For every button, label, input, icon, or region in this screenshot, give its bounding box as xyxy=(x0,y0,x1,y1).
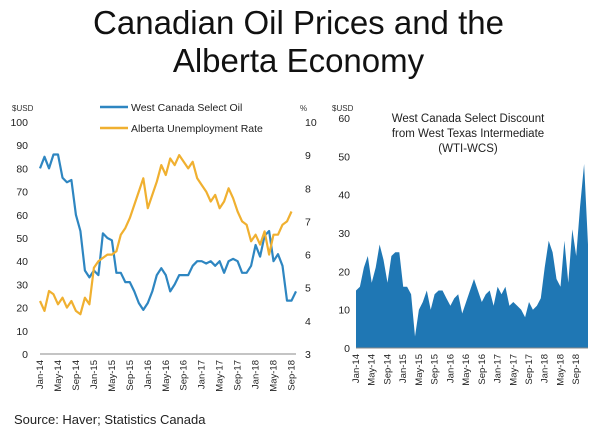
left-axis-unit: $USD xyxy=(12,104,34,113)
left-y-tick-label: 90 xyxy=(16,140,28,152)
right-chart-unit: $USD xyxy=(332,104,354,113)
discount-x-tick-label: Sep-17 xyxy=(524,354,535,385)
left-x-tick-label: Jan-17 xyxy=(197,360,208,389)
source-note: Source: Haver; Statistics Canada xyxy=(14,412,206,427)
discount-y-tick-label: 50 xyxy=(338,151,350,163)
unemployment-rate-line xyxy=(38,154,293,316)
left-y-tick-label: 60 xyxy=(16,210,28,222)
left-x-tick-label: Jan-14 xyxy=(35,360,46,389)
left-y-tick-label: 30 xyxy=(16,279,28,291)
discount-y-tick-label: 0 xyxy=(344,343,350,355)
right-y-tick-label: 5 xyxy=(305,283,311,295)
discount-x-tick-label: Jan-15 xyxy=(398,354,409,383)
left-x-tick-label: May-14 xyxy=(53,360,64,392)
discount-x-tick-label: Sep-15 xyxy=(430,354,441,385)
right-y-tick-label: 4 xyxy=(305,316,311,328)
right-axis-unit: % xyxy=(300,104,307,113)
left-y-tick-label: 50 xyxy=(16,233,28,245)
left-x-tick-label: Jan-15 xyxy=(89,360,100,389)
right-chart-title-line-2: from West Texas Intermediate xyxy=(392,128,544,140)
left-y-tick-label: 20 xyxy=(16,303,28,315)
left-y-tick-label: 80 xyxy=(16,163,28,175)
right-y-tick-label: 10 xyxy=(305,117,317,129)
left-y-tick-label: 40 xyxy=(16,256,28,268)
discount-y-tick-label: 10 xyxy=(338,305,350,317)
discount-x-tick-label: May-15 xyxy=(414,354,425,386)
discount-x-tick-label: Jan-18 xyxy=(540,354,551,383)
discount-x-tick-label: Jan-17 xyxy=(493,354,504,383)
discount-x-tick-label: May-14 xyxy=(367,354,378,386)
right-y-tick-label: 7 xyxy=(305,216,311,228)
left-x-tick-label: May-16 xyxy=(161,360,172,392)
discount-x-tick-label: May-16 xyxy=(461,354,472,386)
left-x-tick-label: May-18 xyxy=(269,360,280,392)
discount-x-tick-label: Sep-16 xyxy=(477,354,488,385)
left-y-tick-label: 100 xyxy=(10,117,28,129)
wti-wcs-discount-area xyxy=(356,164,588,348)
legend-label-wcs: West Canada Select Oil xyxy=(131,102,242,114)
left-x-tick-label: Jan-18 xyxy=(251,360,262,389)
discount-y-tick-label: 30 xyxy=(338,228,350,240)
right-y-tick-label: 8 xyxy=(305,183,311,195)
left-y-tick-label: 10 xyxy=(16,326,28,338)
discount-x-tick-label: Sep-14 xyxy=(382,354,393,385)
left-x-tick-label: Sep-16 xyxy=(179,360,190,391)
discount-x-tick-label: May-18 xyxy=(555,354,566,386)
discount-x-tick-label: Jan-16 xyxy=(445,354,456,383)
right-chart-title-line-3: (WTI-WCS) xyxy=(438,143,498,155)
right-y-tick-label: 9 xyxy=(305,150,311,162)
left-x-tick-label: Sep-18 xyxy=(287,360,298,391)
discount-y-tick-label: 20 xyxy=(338,266,350,278)
discount-x-tick-label: May-17 xyxy=(508,354,519,386)
left-x-tick-label: May-15 xyxy=(107,360,118,392)
page-title-line-2: Alberta Economy xyxy=(172,42,425,79)
right-y-tick-label: 6 xyxy=(305,250,311,262)
page-title-line-1: Canadian Oil Prices and the xyxy=(93,4,504,41)
right-chart-title-line-1: West Canada Select Discount xyxy=(392,113,545,125)
discount-x-tick-label: Jan-14 xyxy=(351,354,362,383)
wcs-oil-price-line xyxy=(38,153,297,311)
left-x-tick-label: Sep-15 xyxy=(125,360,136,391)
right-y-tick-label: 3 xyxy=(305,349,311,361)
discount-y-tick-label: 60 xyxy=(338,113,350,125)
discount-y-tick-label: 40 xyxy=(338,190,350,202)
left-x-tick-label: May-17 xyxy=(215,360,226,392)
left-y-tick-label: 0 xyxy=(22,349,28,361)
left-x-tick-label: Jan-16 xyxy=(143,360,154,389)
discount-x-tick-label: Sep-18 xyxy=(571,354,582,385)
page-title: Canadian Oil Prices and the Alberta Econ… xyxy=(0,4,597,80)
legend-label-unemployment: Alberta Unemployment Rate xyxy=(131,123,263,135)
left-x-tick-label: Sep-17 xyxy=(233,360,244,391)
left-x-tick-label: Sep-14 xyxy=(71,360,82,391)
left-y-tick-label: 70 xyxy=(16,187,28,199)
